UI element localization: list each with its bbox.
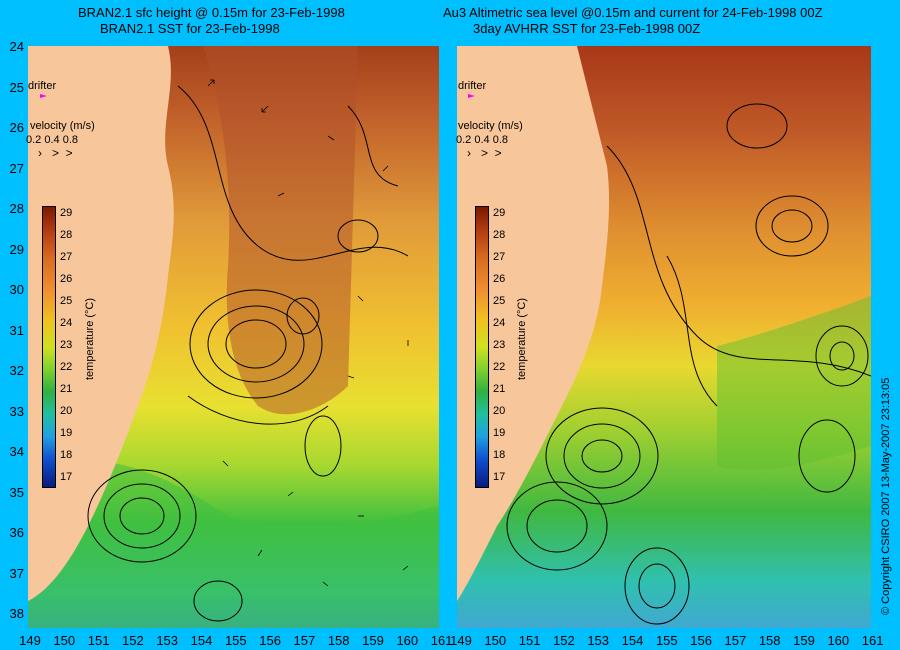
left-drifter-label: drifter [28, 80, 57, 92]
lon-label: 159 [362, 633, 384, 648]
colorbar-tick-label: 20 [493, 405, 506, 417]
left-height-contours [87, 85, 409, 622]
lon-label: 149 [450, 633, 472, 648]
colorbar-tick-label: 21 [493, 383, 506, 395]
lon-label: 161 [430, 633, 453, 648]
left-title-line2: BRAN2.1 SST for 23-Feb-1998 [100, 21, 280, 36]
lon-label: 160 [827, 633, 850, 648]
colorbar-tick-label: 21 [60, 383, 73, 395]
lat-label: 38 [9, 606, 24, 621]
lon-label: 158 [758, 633, 781, 648]
lon-label: 155 [655, 633, 678, 648]
colorbar-tick-label: 22 [493, 361, 506, 373]
copyright-notice: © Copyright CSIRO 2007 13-May-2007 23:13… [880, 377, 892, 615]
right-velocity-arrows-icon: › > > [467, 146, 502, 160]
lon-label: 153 [587, 633, 610, 648]
lon-label: 154 [621, 633, 644, 648]
colorbar-tick-label: 24 [60, 317, 73, 329]
lat-label: 33 [9, 403, 24, 419]
right-land-australia [457, 46, 610, 601]
colorbar-tick-label: 27 [493, 251, 506, 263]
colorbar-tick-label: 19 [60, 427, 73, 439]
left-land-australia [28, 46, 174, 601]
left-title-line1: BRAN2.1 sfc height @ 0.15m for 23-Feb-19… [78, 5, 345, 20]
right-cool-patch [717, 296, 871, 470]
right-map-panel [457, 46, 871, 628]
right-map-svg [457, 46, 871, 628]
lat-label: 32 [9, 363, 24, 378]
colorbar-tick-label: 29 [60, 207, 73, 219]
drifter-marker-icon [40, 94, 47, 98]
right-velocity-label: velocity (m/s) [458, 120, 523, 132]
lat-label: 24 [9, 39, 24, 54]
colorbar-tick-label: 23 [60, 339, 73, 351]
left-velocity-label: velocity (m/s) [30, 120, 95, 132]
colorbar-tick-label: 22 [60, 361, 73, 373]
lon-label: 149 [19, 633, 41, 648]
left-map-panel [28, 46, 439, 628]
left-velocity-scale: 0.2 0.4 0.8 [26, 134, 78, 146]
colorbar-tick-label: 20 [60, 405, 73, 417]
lon-label: 157 [293, 633, 316, 648]
lon-label: 151 [518, 633, 541, 648]
colorbar-tick-label: 25 [60, 295, 73, 307]
lat-label: 30 [9, 282, 24, 297]
colorbar-tick-label: 28 [60, 229, 73, 241]
right-drifter-marker-icon [468, 94, 475, 98]
right-drifter-label: drifter [458, 80, 487, 92]
lat-label: 35 [9, 484, 24, 500]
lon-label: 155 [224, 633, 247, 648]
right-colorbar [475, 206, 489, 488]
lon-label: 161 [861, 633, 884, 648]
left-colorbar [42, 206, 56, 488]
right-sea-level-contours [506, 103, 871, 625]
lat-label: 29 [9, 241, 24, 257]
left-colorbar-title: temperature (°C) [84, 297, 96, 380]
lon-label: 152 [122, 633, 144, 648]
left-current-vectors [207, 79, 409, 587]
lat-label: 34 [9, 444, 24, 459]
lon-label: 150 [53, 633, 76, 648]
lat-label: 28 [9, 201, 24, 216]
colorbar-tick-label: 28 [493, 229, 506, 241]
colorbar-tick-label: 24 [493, 317, 506, 329]
colorbar-tick-label: 18 [60, 449, 73, 461]
lon-label: 156 [259, 633, 281, 648]
lat-label: 31 [9, 322, 24, 338]
colorbar-tick-label: 25 [493, 295, 506, 307]
lon-label: 152 [553, 633, 575, 648]
colorbar-tick-label: 17 [60, 471, 73, 483]
lat-label: 36 [9, 525, 24, 540]
lat-label: 37 [9, 565, 24, 581]
lon-label: 159 [793, 633, 815, 648]
lon-label: 153 [156, 633, 179, 648]
colorbar-tick-label: 26 [60, 273, 73, 285]
lon-label: 154 [190, 633, 213, 648]
colorbar-tick-label: 26 [493, 273, 506, 285]
lon-label: 150 [484, 633, 507, 648]
left-velocity-arrows-icon: › > > [38, 146, 73, 160]
lon-label: 157 [724, 633, 747, 648]
colorbar-tick-label: 19 [493, 427, 506, 439]
left-map-svg [28, 46, 439, 628]
lon-label: 156 [690, 633, 712, 648]
lon-label: 151 [87, 633, 110, 648]
lon-label: 158 [327, 633, 350, 648]
lat-label: 26 [9, 120, 24, 135]
colorbar-tick-label: 18 [493, 449, 506, 461]
colorbar-tick-label: 17 [493, 471, 506, 483]
lat-label: 25 [9, 79, 24, 95]
colorbar-tick-label: 29 [493, 207, 506, 219]
right-title-line1: Au3 Altimetric sea level @0.15m and curr… [443, 5, 823, 20]
left-warm-current [203, 46, 358, 415]
right-velocity-scale: 0.2 0.4 0.8 [456, 134, 508, 146]
right-colorbar-title: temperature (°C) [516, 297, 528, 380]
lat-label: 27 [9, 160, 24, 176]
colorbar-tick-label: 23 [493, 339, 506, 351]
right-title-line2: 3day AVHRR SST for 23-Feb-1998 00Z [473, 21, 701, 36]
left-cool-water [28, 459, 439, 628]
lon-label: 160 [396, 633, 419, 648]
colorbar-tick-label: 27 [60, 251, 73, 263]
